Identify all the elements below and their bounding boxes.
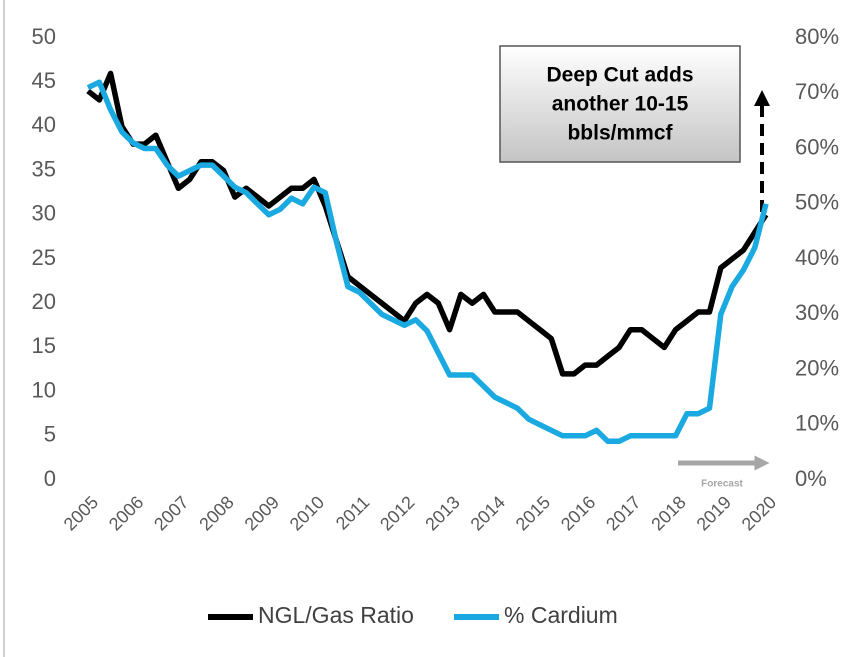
y2-tick-label: 20% [795, 355, 839, 380]
x-tick-label: 2013 [421, 492, 463, 534]
x-tick-label: 2006 [105, 492, 147, 534]
y2-tick-label: 10% [795, 411, 839, 436]
y-tick-label: 10 [32, 377, 56, 402]
x-tick-label: 2012 [376, 492, 418, 534]
x-tick-label: 2018 [647, 492, 689, 534]
y-tick-label: 35 [32, 156, 56, 181]
y2-tick-label: 80% [795, 24, 839, 49]
y-tick-label: 45 [32, 68, 56, 93]
y-tick-label: 20 [32, 289, 56, 314]
x-tick-label: 2015 [512, 492, 554, 534]
y2-tick-label: 50% [795, 190, 839, 215]
x-tick-label: 2014 [467, 492, 509, 534]
annotation: Deep Cut adds [546, 64, 693, 87]
x-tick-label: 2019 [693, 492, 735, 534]
y2-tick-label: 0% [795, 466, 827, 491]
y2-tick-label: 70% [795, 79, 839, 104]
forecast-label: Forecast [701, 479, 743, 490]
x-tick-label: 2007 [150, 492, 192, 534]
y-tick-label: 15 [32, 333, 56, 358]
series-line [86, 70, 769, 377]
x-tick-label: 2020 [738, 492, 780, 534]
x-tick-label: 2011 [332, 492, 374, 534]
y-tick-label: 5 [44, 422, 56, 447]
y-tick-label: 50 [32, 24, 56, 49]
annotation: bbls/mmcf [567, 122, 673, 145]
y2-tick-label: 40% [795, 245, 839, 270]
annotation: another 10-15 [552, 93, 689, 116]
x-tick-label: 2017 [602, 492, 644, 534]
x-tick-label: 2008 [195, 492, 237, 534]
legend-label: NGL/Gas Ratio [258, 602, 414, 628]
y2-tick-label: 60% [795, 134, 839, 159]
y2-tick-label: 30% [795, 300, 839, 325]
y-tick-label: 25 [32, 245, 56, 270]
series-line [86, 79, 769, 445]
x-tick-label: 2016 [557, 492, 599, 534]
x-tick-label: 2009 [241, 492, 283, 534]
y-tick-label: 30 [32, 201, 56, 226]
legend-label: % Cardium [504, 602, 618, 628]
y-tick-label: 40 [32, 112, 56, 137]
x-tick-label: 2010 [286, 492, 328, 534]
y-tick-label: 0 [44, 466, 56, 491]
annotation-box [499, 45, 741, 163]
x-tick-label: 2005 [60, 492, 102, 534]
